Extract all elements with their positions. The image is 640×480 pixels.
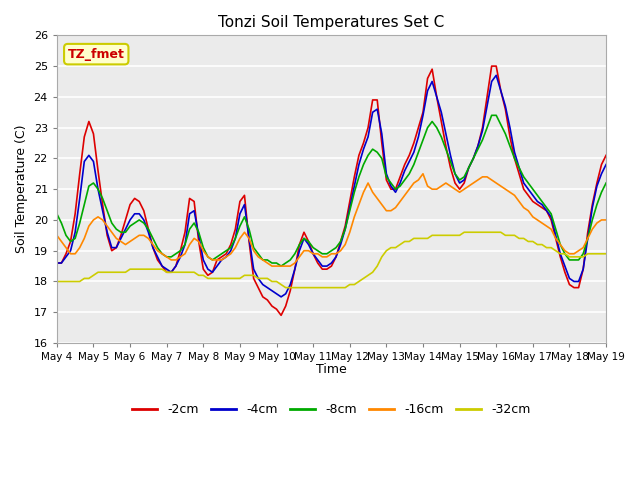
Line: -4cm: -4cm	[57, 75, 606, 297]
-32cm	[282, 285, 289, 290]
-4cm	[53, 260, 61, 266]
-16cm	[433, 186, 440, 192]
-2cm	[575, 285, 582, 290]
-8cm	[602, 180, 610, 186]
-32cm	[401, 239, 408, 244]
Legend: -2cm, -4cm, -8cm, -16cm, -32cm: -2cm, -4cm, -8cm, -16cm, -32cm	[127, 398, 536, 421]
-4cm	[492, 72, 500, 78]
-32cm	[108, 269, 116, 275]
-2cm	[181, 229, 189, 235]
-4cm	[291, 266, 299, 272]
-32cm	[460, 229, 468, 235]
-2cm	[53, 260, 61, 266]
-8cm	[401, 177, 408, 183]
-16cm	[575, 248, 582, 253]
-4cm	[428, 79, 436, 84]
-16cm	[401, 192, 408, 198]
-16cm	[602, 217, 610, 223]
-2cm	[401, 162, 408, 168]
-16cm	[108, 229, 116, 235]
-16cm	[291, 260, 299, 266]
Line: -2cm: -2cm	[57, 66, 606, 315]
-2cm	[428, 66, 436, 72]
Line: -8cm: -8cm	[57, 115, 606, 266]
Y-axis label: Soil Temperature (C): Soil Temperature (C)	[15, 125, 28, 253]
-16cm	[53, 232, 61, 238]
-8cm	[181, 241, 189, 247]
-8cm	[428, 119, 436, 124]
-32cm	[181, 269, 189, 275]
-4cm	[602, 162, 610, 168]
X-axis label: Time: Time	[316, 363, 347, 376]
Text: TZ_fmet: TZ_fmet	[68, 48, 125, 60]
-4cm	[181, 241, 189, 247]
-4cm	[575, 278, 582, 284]
Line: -16cm: -16cm	[57, 174, 606, 266]
-8cm	[53, 211, 61, 216]
-2cm	[108, 248, 116, 253]
-2cm	[488, 63, 495, 69]
-2cm	[277, 312, 285, 318]
Title: Tonzi Soil Temperatures Set C: Tonzi Soil Temperatures Set C	[218, 15, 445, 30]
-32cm	[428, 232, 436, 238]
-8cm	[291, 251, 299, 257]
-16cm	[181, 251, 189, 257]
-8cm	[277, 263, 285, 269]
-8cm	[488, 112, 495, 118]
-4cm	[108, 245, 116, 251]
-8cm	[108, 220, 116, 226]
-2cm	[291, 266, 299, 272]
-2cm	[602, 153, 610, 158]
-32cm	[291, 285, 299, 290]
-16cm	[268, 263, 276, 269]
-4cm	[401, 168, 408, 174]
-4cm	[277, 294, 285, 300]
-32cm	[602, 251, 610, 257]
-16cm	[419, 171, 427, 177]
-32cm	[53, 278, 61, 284]
-8cm	[575, 257, 582, 263]
-32cm	[575, 254, 582, 260]
Line: -32cm: -32cm	[57, 232, 606, 288]
